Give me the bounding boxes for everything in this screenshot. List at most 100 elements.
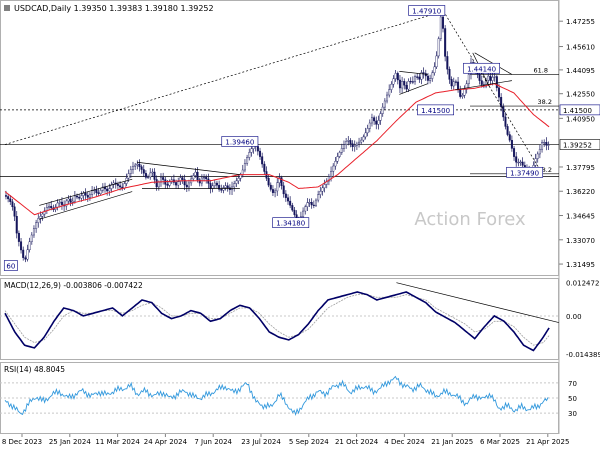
price-candle-body xyxy=(30,234,33,242)
price-candle-body xyxy=(196,171,199,181)
price-annotation-box xyxy=(506,166,544,178)
price-candle-body xyxy=(543,142,546,144)
price-candle-body xyxy=(276,182,279,192)
price-candle-body xyxy=(364,132,367,138)
macd-axis-label: 0.00 xyxy=(566,313,582,321)
price-candle-body xyxy=(463,89,466,96)
price-candle-body xyxy=(67,198,70,202)
rsi-axis-label: 50 xyxy=(568,395,577,403)
price-candle-body xyxy=(86,195,89,198)
price-candle-body xyxy=(392,78,395,85)
fib-level-label: 61.8 xyxy=(534,66,548,74)
price-candle-body xyxy=(407,81,410,90)
price-candle-body xyxy=(519,161,522,163)
price-annotation-box xyxy=(417,104,454,116)
current-price-label: 1.39252 xyxy=(563,142,592,150)
price-candle-body xyxy=(37,218,40,223)
price-axis-label: 1.42550 xyxy=(566,91,595,99)
triangle-line xyxy=(399,83,428,95)
price-candle-body xyxy=(360,139,363,143)
price-candle-body xyxy=(95,189,98,193)
price-candle-body xyxy=(351,143,354,147)
price-candle-body xyxy=(134,164,137,167)
price-candle-body xyxy=(243,162,246,171)
price-candle-body xyxy=(304,206,307,212)
price-candle-body xyxy=(327,176,330,182)
price-candle-body xyxy=(205,177,208,180)
title-marker xyxy=(4,5,10,11)
price-candle-body xyxy=(388,89,391,96)
price-candle-body xyxy=(239,174,242,179)
price-candle-body xyxy=(411,81,414,83)
price-candle-body xyxy=(506,126,509,135)
price-candle-body xyxy=(142,169,145,174)
price-candle-body xyxy=(467,74,470,84)
price-candle-body xyxy=(32,228,35,236)
price-candle-body xyxy=(302,210,305,217)
current-price-box xyxy=(559,139,600,150)
price-candle-body xyxy=(353,145,356,147)
price-candle-body xyxy=(521,161,524,166)
price-candle-body xyxy=(386,94,389,102)
price-candle-body xyxy=(478,73,481,81)
price-candle-body xyxy=(179,177,182,182)
price-candle-body xyxy=(127,173,130,179)
price-candle-body xyxy=(106,188,109,192)
price-candle-body xyxy=(97,192,100,194)
macd-axis-label: 0.012472 xyxy=(566,280,599,288)
price-candle-body xyxy=(426,75,429,81)
price-candle-body xyxy=(263,163,266,172)
price-candle-body xyxy=(7,196,10,200)
price-candle-body xyxy=(487,75,490,81)
price-candle-body xyxy=(491,77,494,81)
date-axis-label: 21 Oct 2024 xyxy=(335,438,379,446)
price-candle-body xyxy=(547,144,550,146)
price-candle-body xyxy=(198,179,201,184)
price-candle-body xyxy=(153,171,156,180)
price-axis-label: 1.47255 xyxy=(566,18,595,26)
price-candle-body xyxy=(495,76,498,88)
price-candle-body xyxy=(394,73,397,79)
price-candle-body xyxy=(403,81,406,86)
price-candle-body xyxy=(82,193,85,196)
price-candle-body xyxy=(370,117,373,124)
price-annotation-label: 1.44140 xyxy=(467,65,496,73)
fib-level-label: 38.2 xyxy=(538,166,552,174)
price-candle-body xyxy=(149,172,152,178)
fib-level-label: 38.2 xyxy=(538,98,552,106)
price-candle-body xyxy=(147,176,150,179)
price-candle-body xyxy=(209,183,212,189)
price-candle-body xyxy=(452,81,455,87)
price-annotation-label: 1.39460 xyxy=(225,138,254,146)
price-candle-body xyxy=(60,201,63,205)
price-candle-body xyxy=(9,198,12,202)
price-candle-body xyxy=(155,179,158,188)
price-candle-body xyxy=(284,193,287,198)
price-candle-body xyxy=(431,72,434,79)
date-axis-label: 11 Mar 2024 xyxy=(95,438,140,446)
price-candle-body xyxy=(71,200,74,203)
price-candle-body xyxy=(319,191,322,195)
price-candle-body xyxy=(424,73,427,77)
price-candle-body xyxy=(203,177,206,179)
price-candle-body xyxy=(332,165,335,172)
price-axis-label: 1.34645 xyxy=(566,213,595,221)
price-candle-body xyxy=(489,75,492,81)
level-label-box xyxy=(559,104,600,116)
price-candle-body xyxy=(237,178,240,182)
price-annotation-box xyxy=(408,5,446,16)
date-axis-label: 23 Jul 2024 xyxy=(241,438,281,446)
date-axis-label: 8 Dec 2023 xyxy=(2,438,42,446)
price-candle-body xyxy=(500,97,503,107)
price-candle-body xyxy=(226,185,229,188)
price-candle-body xyxy=(192,175,195,180)
price-candle-body xyxy=(43,210,46,215)
price-candle-body xyxy=(41,213,44,217)
price-axis-label: 1.31495 xyxy=(566,261,595,269)
price-candle-body xyxy=(334,161,337,167)
price-candle-body xyxy=(355,143,358,146)
price-candle-body xyxy=(73,195,76,202)
rsi-title: RSI(14) 48.8045 xyxy=(4,365,65,374)
price-candle-body xyxy=(308,202,311,204)
price-candle-body xyxy=(293,209,296,215)
